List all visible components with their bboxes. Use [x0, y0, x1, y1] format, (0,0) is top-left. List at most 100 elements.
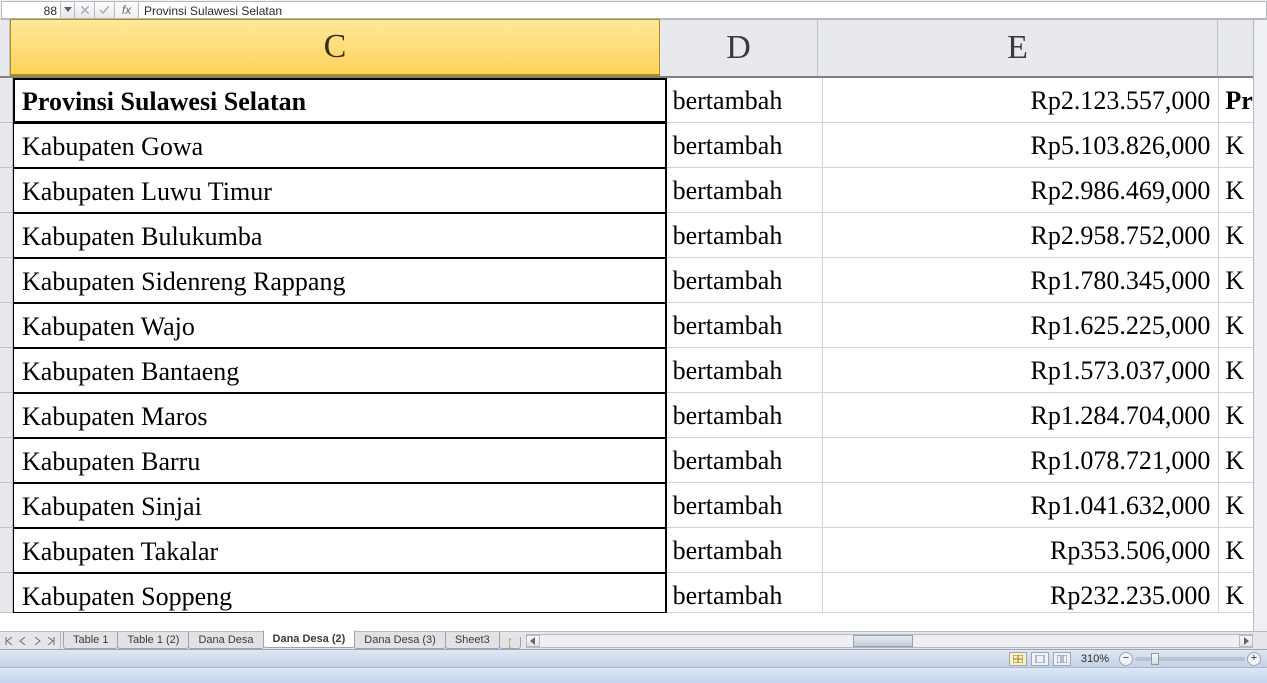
row-header-spacer[interactable]	[0, 483, 13, 528]
name-box-dropdown[interactable]	[61, 1, 75, 19]
insert-function-button[interactable]: fx	[115, 1, 139, 19]
cell-c[interactable]: Kabupaten Sidenreng Rappang	[13, 258, 667, 303]
row-header-spacer[interactable]	[0, 348, 13, 393]
cell-e[interactable]: Rp2.123.557,000	[823, 78, 1219, 123]
cell-d[interactable]: bertambah	[667, 123, 824, 168]
cell-c[interactable]: Kabupaten Takalar	[13, 528, 667, 573]
cell-c[interactable]: Kabupaten Gowa	[13, 123, 667, 168]
cell-c[interactable]: Kabupaten Luwu Timur	[13, 168, 667, 213]
cell-e[interactable]: Rp232.235.000	[823, 573, 1219, 613]
last-icon	[47, 637, 55, 645]
tab-nav-next[interactable]	[30, 633, 44, 649]
column-header-c[interactable]: C	[10, 19, 660, 76]
cell-d[interactable]: bertambah	[667, 483, 824, 528]
cell-c[interactable]: Kabupaten Maros	[13, 393, 667, 438]
cell-e[interactable]: Rp1.078.721,000	[823, 438, 1219, 483]
column-headers: C D E	[0, 20, 1267, 78]
zoom-control: − +	[1119, 652, 1261, 666]
cell-c[interactable]: Provinsi Sulawesi Selatan	[13, 78, 667, 123]
cell-e[interactable]: Rp1.041.632,000	[823, 483, 1219, 528]
horizontal-scroll-area	[520, 632, 1267, 649]
table-row: Kabupaten SoppengbertambahRp232.235.000K	[0, 573, 1267, 613]
row-header-spacer[interactable]	[0, 213, 13, 258]
sheet-tab[interactable]: Dana Desa (2)	[263, 630, 356, 648]
row-header-spacer[interactable]	[0, 303, 13, 348]
row-header-spacer[interactable]	[0, 438, 13, 483]
cell-c[interactable]: Kabupaten Sinjai	[13, 483, 667, 528]
cell-d[interactable]: bertambah	[667, 393, 824, 438]
horizontal-scrollbar[interactable]	[526, 634, 1253, 648]
table-row: Kabupaten WajobertambahRp1.625.225,000K	[0, 303, 1267, 348]
row-header-spacer[interactable]	[0, 528, 13, 573]
cancel-formula-button[interactable]	[75, 1, 95, 19]
cell-d[interactable]: bertambah	[667, 78, 824, 123]
cell-e[interactable]: Rp5.103.826,000	[823, 123, 1219, 168]
table-row: Kabupaten BarrubertambahRp1.078.721,000K	[0, 438, 1267, 483]
sheet-tab[interactable]: Table 1 (2)	[117, 632, 189, 649]
zoom-percentage[interactable]: 310%	[1081, 653, 1109, 665]
view-page-break-button[interactable]	[1053, 652, 1071, 666]
sheet-tab[interactable]: Table 1	[63, 632, 118, 649]
view-page-layout-button[interactable]	[1031, 652, 1049, 666]
tab-nav-prev[interactable]	[16, 633, 30, 649]
triangle-right-icon	[1243, 637, 1249, 645]
zoom-slider-thumb[interactable]	[1151, 653, 1159, 665]
zoom-out-button[interactable]: −	[1119, 652, 1133, 666]
cell-d[interactable]: bertambah	[667, 168, 824, 213]
tab-nav-last[interactable]	[44, 633, 58, 649]
cell-e[interactable]: Rp1.625.225,000	[823, 303, 1219, 348]
table-row: Kabupaten Luwu TimurbertambahRp2.986.469…	[0, 168, 1267, 213]
cell-e[interactable]: Rp1.573.037,000	[823, 348, 1219, 393]
x-icon	[81, 6, 89, 14]
row-header-spacer[interactable]	[0, 393, 13, 438]
corner-spacer[interactable]	[0, 20, 10, 76]
vertical-scrollbar[interactable]	[1253, 20, 1267, 631]
table-row: Kabupaten BulukumbabertambahRp2.958.752,…	[0, 213, 1267, 258]
cell-e[interactable]: Rp1.284.704,000	[823, 393, 1219, 438]
sheet-tab[interactable]: Sheet3	[445, 632, 500, 649]
cell-c[interactable]: Kabupaten Bulukumba	[13, 213, 667, 258]
column-header-e[interactable]: E	[818, 20, 1218, 76]
row-header-spacer[interactable]	[0, 123, 13, 168]
cell-c[interactable]: Kabupaten Bantaeng	[13, 348, 667, 393]
cell-e[interactable]: Rp1.780.345,000	[823, 258, 1219, 303]
sheet-tab[interactable]: Dana Desa (3)	[354, 632, 446, 649]
view-normal-button[interactable]	[1009, 652, 1027, 666]
cell-c[interactable]: Kabupaten Wajo	[13, 303, 667, 348]
table-row: Kabupaten MarosbertambahRp1.284.704,000K	[0, 393, 1267, 438]
row-header-spacer[interactable]	[0, 573, 13, 613]
chevron-down-icon	[64, 7, 72, 13]
zoom-in-button[interactable]: +	[1247, 652, 1261, 666]
tab-nav-first[interactable]	[2, 633, 16, 649]
cell-e[interactable]: Rp353.506,000	[823, 528, 1219, 573]
cell-e[interactable]: Rp2.958.752,000	[823, 213, 1219, 258]
cell-e[interactable]: Rp2.986.469,000	[823, 168, 1219, 213]
cell-c[interactable]: Kabupaten Soppeng	[13, 573, 667, 613]
hscroll-left-button[interactable]	[526, 635, 540, 647]
hscroll-thumb[interactable]	[853, 635, 913, 647]
confirm-formula-button[interactable]	[95, 1, 115, 19]
column-header-d[interactable]: D	[660, 20, 818, 76]
row-header-spacer[interactable]	[0, 258, 13, 303]
cell-d[interactable]: bertambah	[667, 303, 824, 348]
cell-d[interactable]: bertambah	[667, 573, 824, 613]
cell-c[interactable]: Kabupaten Barru	[13, 438, 667, 483]
sheet-tab[interactable]: Dana Desa	[188, 632, 263, 649]
row-header-spacer[interactable]	[0, 78, 13, 123]
table-row: Kabupaten BantaengbertambahRp1.573.037,0…	[0, 348, 1267, 393]
table-row: Provinsi Sulawesi SelatanbertambahRp2.12…	[0, 78, 1267, 123]
zoom-slider[interactable]	[1135, 657, 1245, 661]
cell-d[interactable]: bertambah	[667, 213, 824, 258]
row-header-spacer[interactable]	[0, 168, 13, 213]
name-box[interactable]: 88	[1, 1, 61, 19]
formula-input[interactable]: Provinsi Sulawesi Selatan	[139, 1, 1267, 19]
check-icon	[100, 6, 109, 14]
prev-icon	[19, 637, 27, 645]
cell-d[interactable]: bertambah	[667, 258, 824, 303]
hscroll-right-button[interactable]	[1239, 635, 1253, 647]
cell-d[interactable]: bertambah	[667, 528, 824, 573]
cell-d[interactable]: bertambah	[667, 348, 824, 393]
new-sheet-button[interactable]	[499, 637, 521, 649]
table-row: Kabupaten SinjaibertambahRp1.041.632,000…	[0, 483, 1267, 528]
cell-d[interactable]: bertambah	[667, 438, 824, 483]
